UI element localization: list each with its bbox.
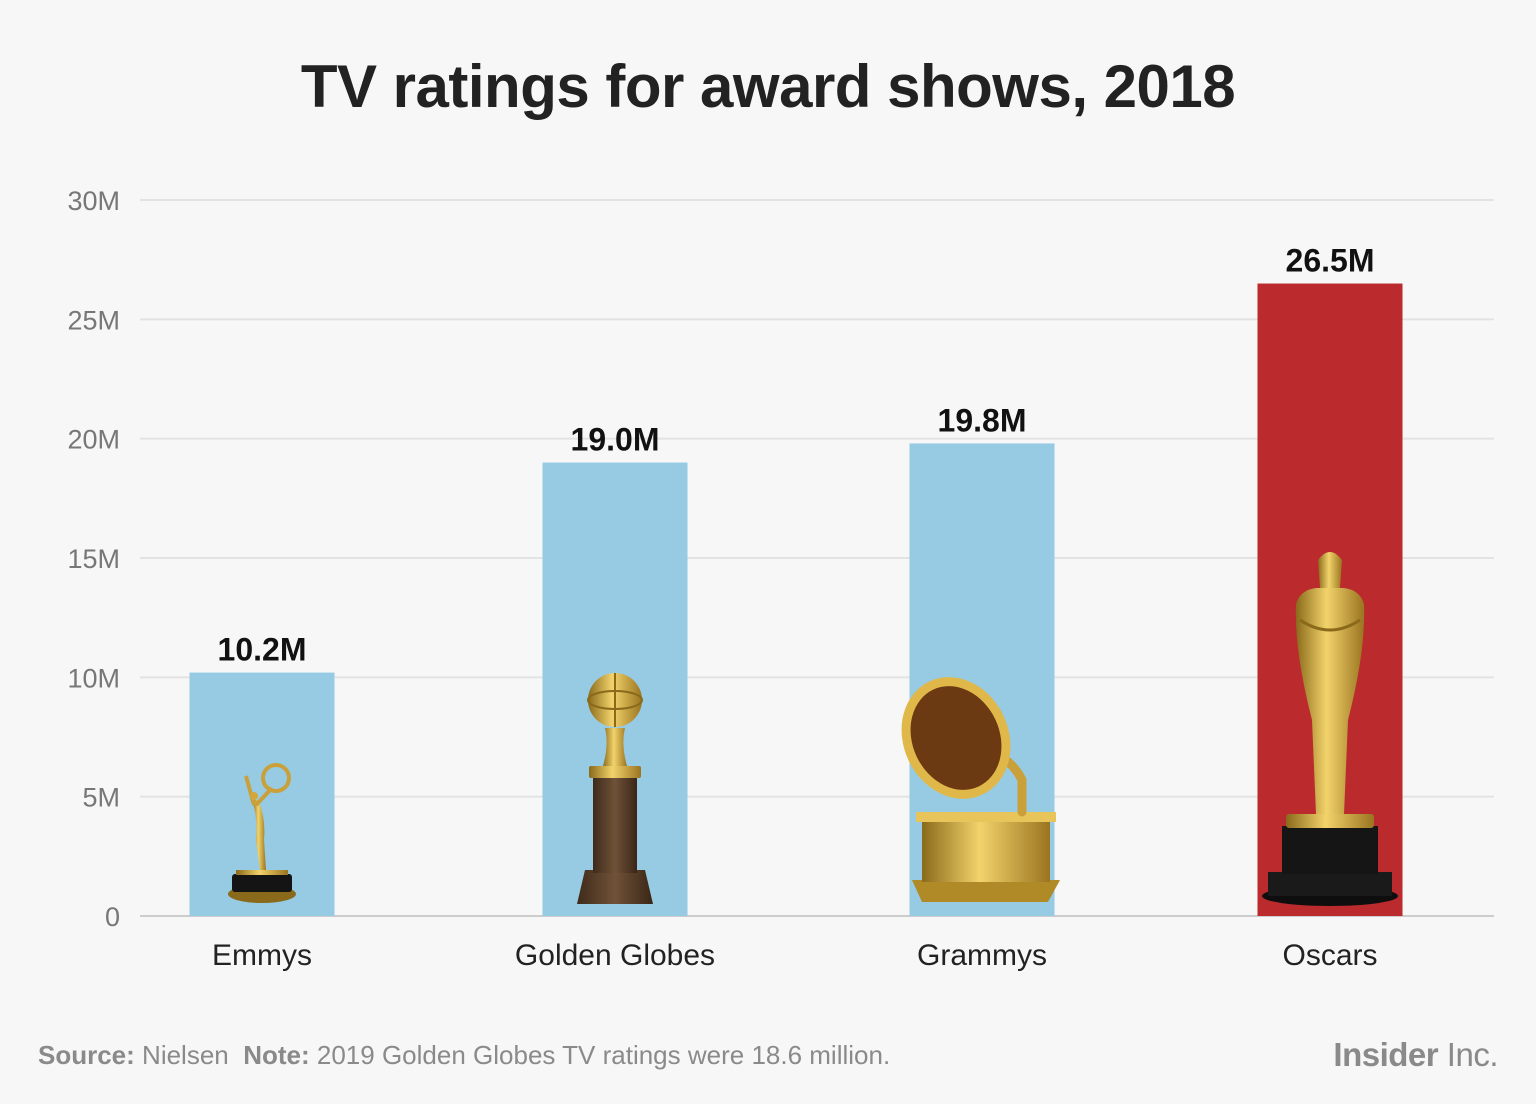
source-text: Nielsen bbox=[142, 1040, 229, 1070]
y-tick-label: 30M bbox=[67, 186, 120, 216]
data-label: 19.8M bbox=[938, 402, 1027, 438]
x-tick-label: Golden Globes bbox=[515, 939, 715, 972]
labels: 0 5M 10M 15M 20M 25M 30M 10.2M Emmys 19.0M Golden … bbox=[67, 186, 1377, 972]
note-text: 2019 Golden Globes TV ratings were 18.6 … bbox=[316, 1040, 891, 1070]
y-tick-label: 10M bbox=[67, 663, 120, 693]
y-tick-label: 25M bbox=[67, 305, 120, 335]
oscar-statuette-icon bbox=[1262, 552, 1398, 906]
source-label: Source: bbox=[38, 1040, 135, 1070]
brand-logo: Insider Inc. bbox=[1333, 1036, 1498, 1074]
y-tick-label: 20M bbox=[67, 425, 120, 455]
data-label: 26.5M bbox=[1286, 243, 1375, 279]
bars bbox=[189, 283, 1403, 916]
y-tick-label: 5M bbox=[82, 783, 120, 813]
brand-suffix: Inc. bbox=[1446, 1036, 1499, 1073]
emmy-statuette-icon bbox=[228, 763, 296, 903]
gramophone-icon bbox=[901, 677, 1060, 902]
trophy-icons bbox=[228, 552, 1398, 906]
y-tick-label: 15M bbox=[67, 544, 120, 574]
y-tick-label: 0 bbox=[105, 902, 120, 932]
data-label: 10.2M bbox=[218, 632, 307, 668]
note-label: Note: bbox=[243, 1040, 310, 1070]
data-label: 19.0M bbox=[571, 422, 660, 458]
x-tick-label: Grammys bbox=[917, 939, 1047, 972]
x-tick-label: Emmys bbox=[212, 939, 312, 972]
x-tick-label: Oscars bbox=[1282, 939, 1377, 972]
brand-name: Insider bbox=[1333, 1036, 1439, 1073]
chart-title: TV ratings for award shows, 2018 bbox=[300, 53, 1236, 120]
footer-note: Source: Nielsen Note: 2019 Golden Globes… bbox=[38, 1040, 890, 1071]
golden-globe-icon bbox=[577, 673, 653, 904]
